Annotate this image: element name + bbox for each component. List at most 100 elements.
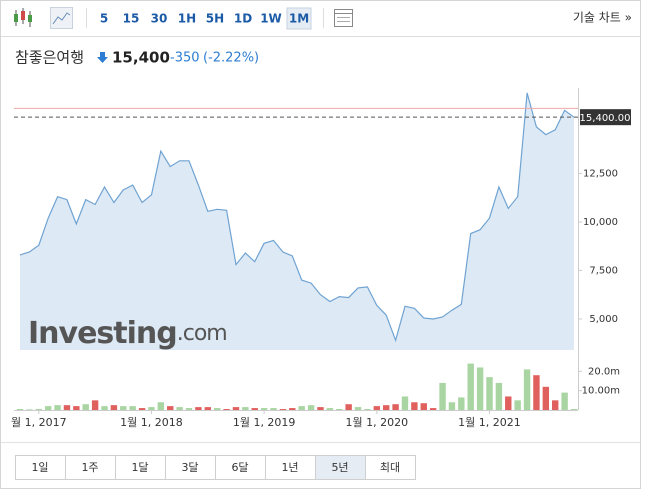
y-tick-label: 7,500	[589, 265, 618, 276]
price-change: -350	[170, 51, 200, 66]
volume-bar	[561, 392, 568, 410]
y-tick-label: 20.0m	[588, 366, 620, 377]
interval-button[interactable]: 15	[123, 12, 140, 26]
volume-bar	[336, 409, 343, 410]
price-line	[19, 92, 575, 343]
down-arrow	[97, 52, 108, 63]
volume-bar	[542, 386, 550, 410]
range-button[interactable]: 최대	[380, 461, 400, 474]
range-button-bg[interactable]	[215, 455, 266, 480]
volume-bar	[429, 408, 437, 410]
volume-bar	[91, 400, 99, 410]
volume-bar	[195, 407, 202, 410]
x-tick-label: 월 1, 2017	[11, 416, 67, 429]
range-button[interactable]: 1년	[281, 461, 298, 474]
volume-bar	[486, 377, 493, 410]
volume-bar	[167, 406, 174, 410]
volume-bar	[383, 405, 390, 410]
table-icon[interactable]	[334, 9, 353, 27]
volume-bar	[223, 409, 230, 410]
volume-bar	[552, 400, 559, 410]
volume-bar	[448, 402, 456, 410]
volume-bar	[364, 409, 371, 410]
volume-bar	[307, 405, 315, 410]
interval-button[interactable]: 1W	[260, 12, 282, 26]
volume-bar	[260, 408, 268, 410]
volume-bar	[54, 405, 61, 410]
volume-bar	[439, 382, 446, 410]
volume-bar	[204, 407, 211, 410]
last-price-label: 15,400.00	[580, 113, 631, 124]
volume-bar	[120, 406, 127, 410]
range-button-bg[interactable]	[15, 455, 66, 480]
volume-bar	[101, 406, 108, 410]
volume-bar	[138, 408, 146, 410]
volume-bar	[317, 407, 324, 410]
watermark-suffix: .com	[177, 321, 227, 346]
volume-bar	[420, 403, 427, 410]
range-button[interactable]: 1주	[81, 461, 98, 474]
interval-button[interactable]: 1H	[178, 12, 196, 26]
volume-bar	[279, 409, 287, 410]
technical-chart-link[interactable]: 기술 차트 »	[573, 11, 632, 25]
instrument-name: 참좋은여행	[15, 49, 84, 67]
line-icon[interactable]	[50, 7, 73, 29]
range-button[interactable]: 1달	[131, 461, 148, 474]
x-tick-label: 1월 1, 2021	[458, 416, 521, 429]
volume-bar	[373, 406, 381, 410]
last-price: 15,400	[112, 49, 170, 67]
volume-bar	[505, 396, 512, 410]
volume-bar	[63, 405, 71, 410]
interval-button[interactable]: 1M	[289, 12, 309, 26]
range-button[interactable]: 1일	[31, 460, 48, 474]
volume-bar	[411, 402, 418, 410]
volume-bar	[289, 408, 296, 410]
range-button[interactable]: 6달	[231, 461, 248, 474]
range-button-bg[interactable]	[115, 455, 166, 480]
volume-bar	[26, 409, 33, 410]
price-change-percent: (-2.22%)	[203, 51, 259, 66]
volume-bar	[345, 404, 352, 410]
watermark: Investing.com	[28, 316, 227, 351]
volume-bar	[354, 407, 362, 410]
x-tick-label: 1월 1, 2020	[346, 416, 409, 429]
volume-bar	[148, 407, 155, 410]
volume-bar	[157, 402, 165, 410]
volume-bar	[401, 396, 409, 410]
volume-bar	[326, 408, 334, 410]
volume-bar	[495, 382, 503, 410]
y-tick-label: 12,500	[583, 168, 618, 179]
volume-bar	[270, 408, 277, 410]
interval-button[interactable]: 5H	[206, 12, 224, 26]
interval-button[interactable]: 30	[151, 12, 168, 26]
volume-bar	[35, 409, 42, 410]
volume-bar	[82, 404, 89, 410]
range-button[interactable]: 5년	[331, 461, 348, 474]
candle-icon[interactable]	[14, 8, 32, 27]
interval-button[interactable]: 1D	[234, 12, 252, 26]
volume-bar	[392, 404, 399, 410]
volume-bar	[514, 400, 521, 410]
volume-bar	[176, 407, 183, 410]
range-button[interactable]: 3달	[181, 461, 198, 474]
volume-bar	[570, 409, 578, 410]
last-price-box	[580, 109, 631, 126]
range-button-bg[interactable]	[315, 455, 366, 480]
volume-bar	[213, 408, 221, 410]
volume-bar	[458, 397, 465, 410]
volume-bar	[467, 363, 474, 410]
range-button-bg[interactable]	[365, 455, 416, 480]
volume-bar	[476, 367, 484, 410]
watermark-brand: Investing	[28, 316, 177, 351]
x-tick-label: 1월 1, 2019	[233, 416, 296, 429]
volume-bar	[44, 406, 52, 410]
volume-bar	[73, 406, 80, 410]
volume-bar	[523, 369, 531, 410]
interval-button[interactable]: 5	[100, 12, 108, 26]
y-tick-label: 10,000	[583, 217, 618, 228]
y-tick-label: 10.00m	[582, 386, 620, 397]
volume-bar	[298, 406, 305, 410]
volume-bar	[232, 407, 240, 410]
